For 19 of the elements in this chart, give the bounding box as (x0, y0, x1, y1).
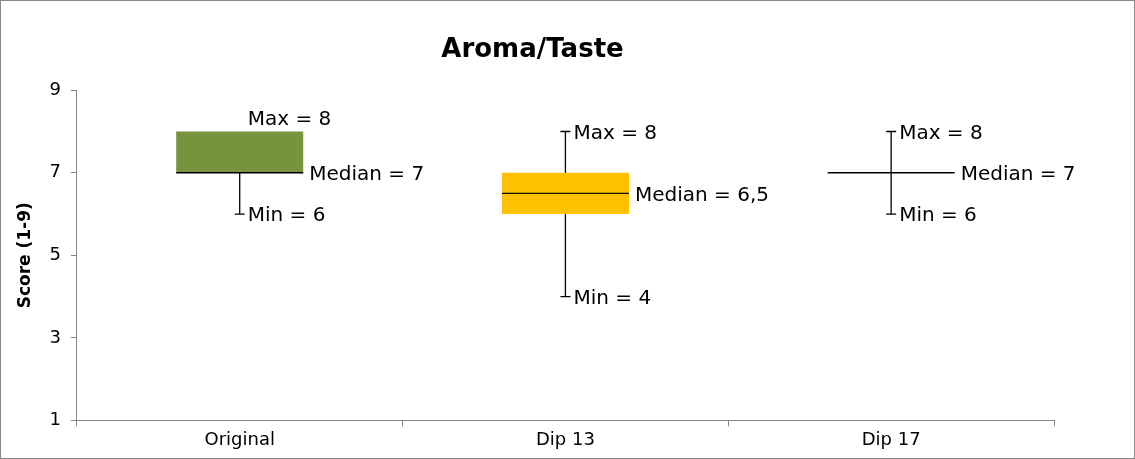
y-tick-label: 5 (49, 242, 61, 264)
annotation: Median = 6,5 (634, 181, 769, 206)
y-tick-label: 9 (49, 77, 61, 99)
annotation: Min = 6 (899, 202, 977, 227)
annotation: Max = 8 (247, 105, 332, 130)
annotation: Min = 6 (247, 202, 326, 227)
x-tick-label: Original (204, 427, 275, 449)
y-tick-label: 3 (49, 325, 61, 347)
y-tick-label: 7 (49, 160, 61, 182)
y-tick-label: 1 (49, 408, 61, 430)
annotation: Min = 4 (573, 284, 652, 309)
x-tick-label: Dip 13 (535, 427, 595, 449)
annotation: Max = 8 (573, 119, 657, 144)
y-axis-title: Score (1-9) (13, 202, 34, 309)
chart-title: Aroma/Taste (441, 33, 624, 64)
annotation: Max = 8 (899, 119, 983, 144)
x-tick-label: Dip 17 (861, 427, 921, 449)
annotation: Median = 7 (960, 160, 1076, 185)
annotation: Median = 7 (309, 160, 425, 185)
